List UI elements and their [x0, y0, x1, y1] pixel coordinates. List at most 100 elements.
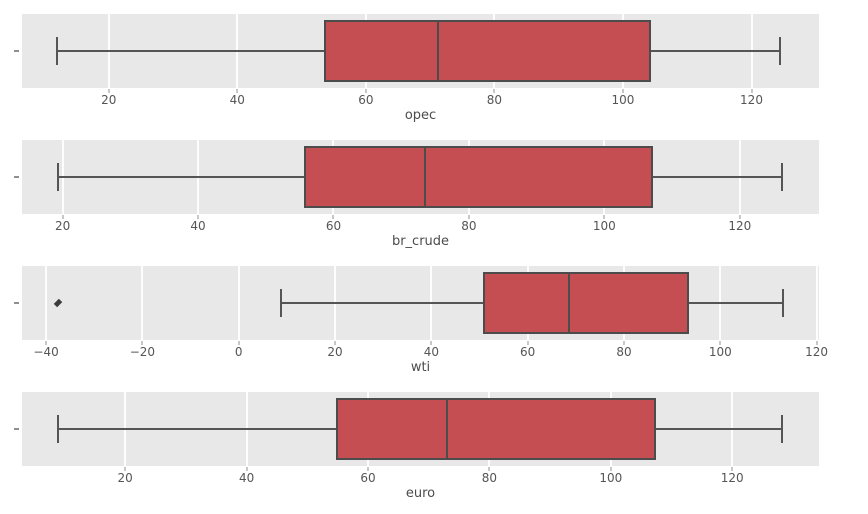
- x-axis-label: wti: [410, 360, 431, 375]
- x-tick-mark: [731, 467, 733, 471]
- x-tick-label: 20: [54, 219, 71, 233]
- x-axis-ticks: 20 40 60 80 100 120: [22, 88, 819, 108]
- whisker-cap-low: [280, 288, 283, 318]
- x-tick-mark: [623, 341, 625, 345]
- gridline: [815, 266, 818, 340]
- x-tick-label: −40: [33, 345, 59, 359]
- x-tick-label: 80: [481, 471, 498, 485]
- x-tick-mark: [488, 467, 490, 471]
- x-tick-label: 100: [592, 219, 616, 233]
- x-tick-mark: [430, 341, 432, 345]
- x-tick-mark: [739, 215, 741, 219]
- plot-area-br_crude: [14, 140, 819, 214]
- whisker-cap-low: [56, 162, 59, 192]
- plot-area-euro: [14, 392, 819, 466]
- x-tick-label: 120: [740, 93, 763, 107]
- whisker-cap-high: [781, 288, 784, 318]
- x-tick-label: 20: [101, 93, 117, 107]
- gridline: [237, 266, 240, 340]
- x-tick-mark: [332, 215, 334, 219]
- x-axis-label: opec: [404, 108, 437, 123]
- subplot-euro: 20 40 60 80 100 120 euro: [0, 392, 868, 504]
- gridline: [45, 266, 48, 340]
- x-tick-mark: [493, 89, 495, 93]
- x-tick-label: 80: [486, 93, 503, 107]
- x-axis-label-row: euro: [22, 486, 819, 504]
- x-tick-label: −20: [129, 345, 156, 359]
- x-tick-mark: [62, 215, 64, 219]
- x-tick-label: 60: [358, 93, 374, 107]
- x-tick-label: 40: [238, 471, 255, 485]
- plot-area-wti: [14, 266, 819, 340]
- x-axis-label: br_crude: [391, 234, 450, 249]
- median-line: [437, 20, 440, 82]
- y-tick-mark: [14, 302, 19, 304]
- box: [304, 146, 654, 208]
- x-tick-mark: [141, 341, 143, 345]
- x-axis-ticks: 20 40 60 80 100 120: [22, 466, 819, 486]
- x-tick-label: 80: [461, 219, 477, 233]
- x-tick-mark: [236, 89, 238, 93]
- whisker-cap-high: [781, 162, 784, 192]
- whisker-cap-low: [56, 36, 59, 66]
- x-axis-ticks: 20 40 60 80 100 120: [22, 214, 819, 234]
- x-tick-mark: [622, 89, 624, 93]
- x-tick-label: 120: [720, 471, 744, 485]
- box: [336, 398, 656, 460]
- median-line: [423, 146, 426, 208]
- x-tick-label: 20: [117, 471, 133, 485]
- x-tick-mark: [719, 341, 721, 345]
- x-axis-label-row: opec: [22, 108, 819, 126]
- x-tick-mark: [365, 89, 367, 93]
- x-tick-mark: [108, 89, 110, 93]
- x-tick-label: 0: [234, 345, 243, 359]
- box: [483, 272, 690, 334]
- x-axis-label: euro: [405, 486, 436, 501]
- x-tick-mark: [197, 215, 199, 219]
- x-tick-mark: [816, 341, 818, 345]
- x-tick-label: 80: [616, 345, 632, 359]
- x-tick-label: 20: [327, 345, 343, 359]
- box: [324, 20, 651, 82]
- whisker-cap-high: [780, 414, 783, 444]
- x-tick-mark: [45, 341, 47, 345]
- x-tick-mark: [334, 341, 336, 345]
- x-tick-label: 100: [611, 93, 635, 107]
- x-tick-label: 100: [708, 345, 732, 359]
- x-tick-mark: [603, 215, 605, 219]
- x-tick-mark: [124, 467, 126, 471]
- x-tick-label: 60: [520, 345, 536, 359]
- x-tick-mark: [238, 341, 240, 345]
- x-tick-label: 100: [599, 471, 623, 485]
- median-line: [445, 398, 448, 460]
- subplot-opec: 20 40 60 80 100 120 opec: [0, 14, 868, 126]
- whisker-cap-low: [57, 414, 60, 444]
- x-tick-label: 40: [423, 345, 439, 359]
- y-tick-mark: [14, 50, 19, 52]
- x-tick-mark: [468, 215, 470, 219]
- outlier-diamond: [53, 298, 62, 308]
- x-tick-mark: [246, 467, 248, 471]
- whisker-cap-high: [779, 36, 782, 66]
- x-axis-label-row: br_crude: [22, 234, 819, 252]
- subplot-wti: −40 −20 0 20 40 60 80 100 120 wti: [0, 266, 868, 378]
- subplot-br_crude: 20 40 60 80 100 120 br_crude: [0, 140, 868, 252]
- plot-area-opec: [14, 14, 819, 88]
- x-tick-mark: [527, 341, 529, 345]
- x-tick-label: 40: [190, 219, 206, 233]
- x-axis-ticks: −40 −20 0 20 40 60 80 100 120: [22, 340, 828, 360]
- gridline: [141, 266, 144, 340]
- x-tick-mark: [367, 467, 369, 471]
- x-tick-label: 60: [360, 471, 376, 485]
- x-tick-label: 40: [229, 93, 245, 107]
- x-tick-label: 120: [805, 345, 829, 359]
- x-tick-mark: [610, 467, 612, 471]
- x-tick-mark: [751, 89, 752, 93]
- x-tick-label: 120: [728, 219, 752, 233]
- x-tick-label: 60: [325, 219, 342, 233]
- y-tick-mark: [14, 428, 19, 430]
- y-tick-mark: [14, 176, 19, 178]
- median-line: [567, 272, 570, 334]
- x-axis-label-row: wti: [22, 360, 819, 378]
